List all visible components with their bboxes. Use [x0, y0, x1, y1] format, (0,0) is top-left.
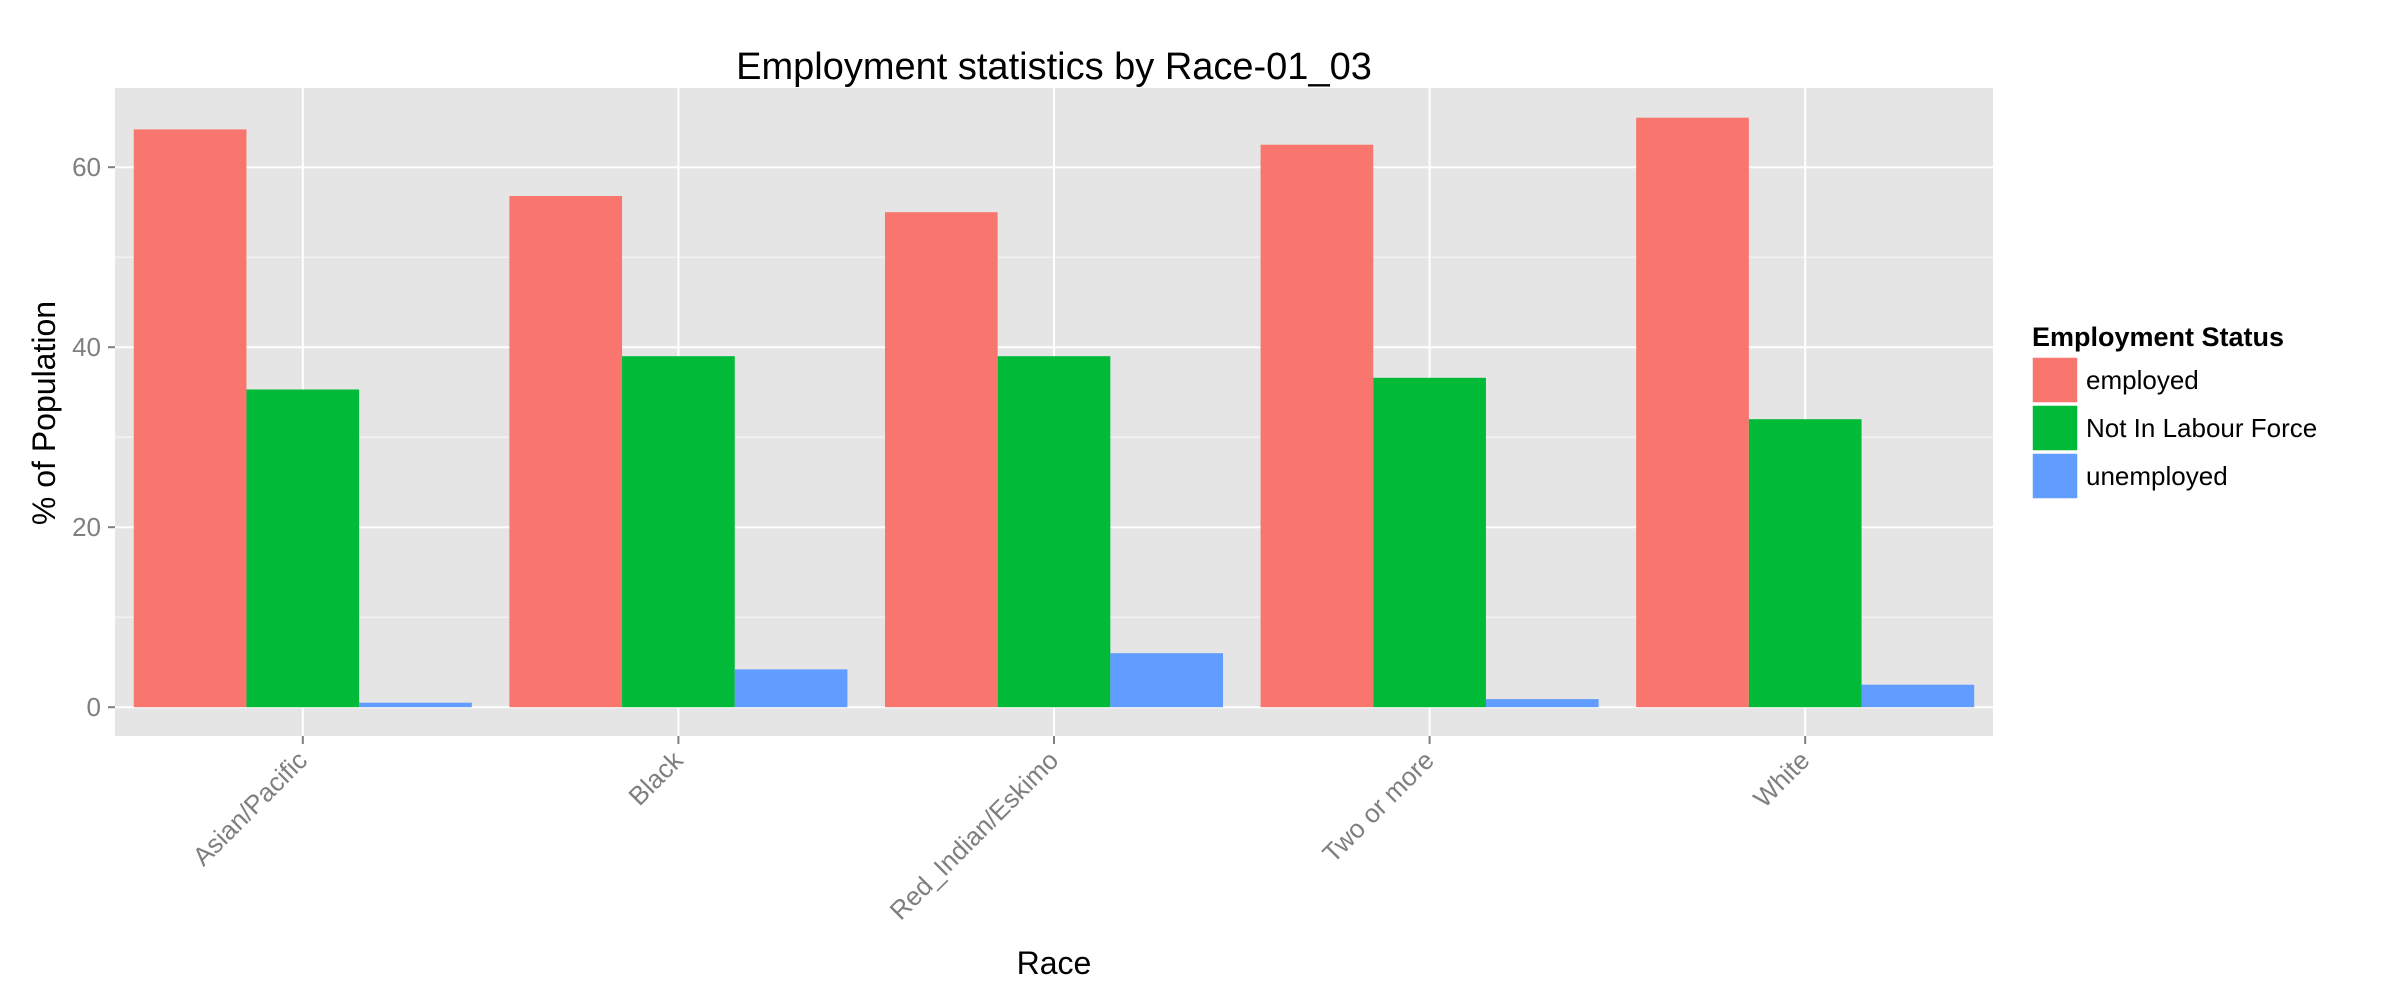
- y-axis: 0 20 40 60: [72, 152, 115, 722]
- bar-unemployed: [734, 669, 848, 708]
- y-tick-label: 60: [72, 152, 101, 182]
- chart-title: Employment statistics by Race-01_03: [736, 46, 1372, 88]
- bar-unemployed: [1110, 653, 1224, 708]
- x-axis-title: Race: [1017, 945, 1092, 981]
- bar-employed: [884, 212, 998, 708]
- x-tick-label: Two or more: [1316, 745, 1439, 868]
- legend-label: Not In Labour Force: [2086, 413, 2317, 443]
- legend: Employment Status employed Not In Labour …: [2031, 322, 2317, 500]
- x-tick-label: White: [1747, 745, 1815, 813]
- legend-label: employed: [2086, 365, 2199, 395]
- legend-title: Employment Status: [2032, 322, 2284, 352]
- plot-panel: [115, 88, 1993, 736]
- bar-employed: [133, 129, 247, 708]
- legend-key: [2031, 452, 2079, 500]
- y-tick-label: 20: [72, 512, 101, 542]
- bar-not-in-labour-force: [622, 356, 735, 708]
- x-tick-label: Red_Indian/Eskimo: [884, 745, 1065, 926]
- bar-unemployed: [1485, 699, 1599, 708]
- bar-employed: [1260, 144, 1374, 708]
- bar-not-in-labour-force: [1748, 419, 1862, 708]
- y-tick-label: 40: [72, 332, 101, 362]
- x-tick-label: Asian/Pacific: [187, 745, 313, 871]
- bar-not-in-labour-force: [246, 389, 360, 708]
- legend-key: [2031, 356, 2079, 404]
- legend-key: [2031, 404, 2079, 452]
- bar-not-in-labour-force: [1373, 377, 1486, 708]
- bar-unemployed: [1861, 684, 1975, 708]
- x-tick-label: Black: [622, 744, 689, 811]
- x-axis: Asian/Pacific Black Red_Indian/Eskimo Two o…: [187, 736, 1815, 926]
- bar-unemployed: [359, 702, 472, 708]
- y-tick-label: 0: [87, 692, 101, 722]
- legend-label: unemployed: [2086, 461, 2228, 491]
- bar-employed: [509, 196, 623, 708]
- y-axis-title: % of Population: [26, 301, 62, 525]
- bar-employed: [1636, 117, 1749, 708]
- bar-not-in-labour-force: [997, 356, 1111, 708]
